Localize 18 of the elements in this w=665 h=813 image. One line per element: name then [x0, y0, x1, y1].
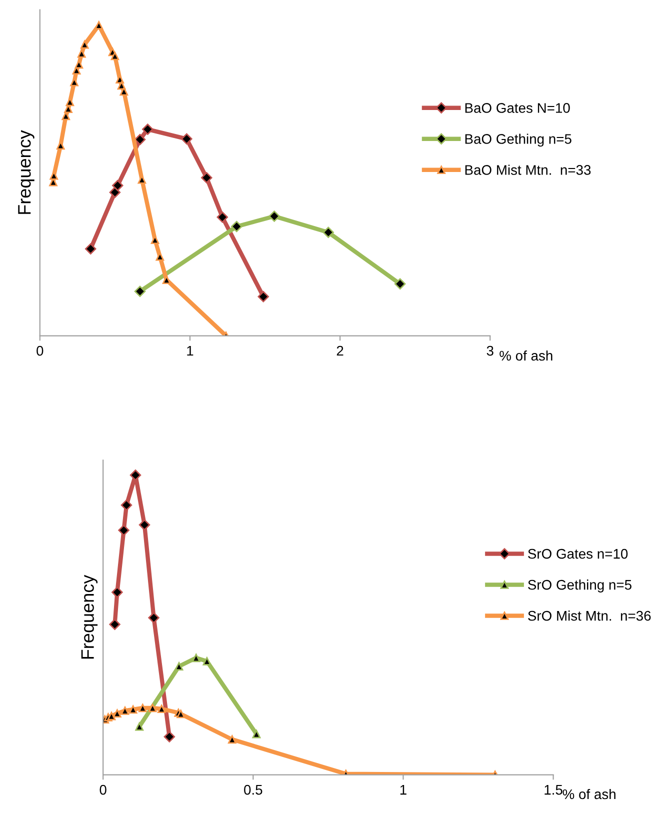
x-tick-label: 0.5: [244, 784, 262, 795]
x-tick-label: 1: [187, 346, 194, 356]
x-tick-label: 3: [486, 346, 494, 356]
y-axis-title: Frequency: [18, 130, 34, 214]
legend-label: SrO Gething n=5: [528, 580, 632, 592]
x-tick-label: 1.5: [544, 785, 562, 795]
x-tick-label: 0: [100, 784, 106, 795]
legend-label: BaO Gething n=5: [465, 134, 572, 147]
legend-label: SrO Mist Mtn. n=36: [528, 610, 651, 621]
legend-label: SrO Gates n=10: [528, 548, 628, 559]
x-tick-label: 1: [400, 785, 406, 795]
legend-label: BaO Mist Mtn. n=33: [465, 164, 591, 175]
x-tick-label: 0: [36, 346, 44, 356]
x-tick-label: 2: [336, 346, 344, 356]
legend-label: BaO Gates N=10: [465, 103, 570, 113]
x-axis-title: % of ash: [500, 350, 552, 361]
y-axis-title: Frequency: [81, 574, 98, 659]
x-axis-title: % of ash: [562, 788, 616, 800]
